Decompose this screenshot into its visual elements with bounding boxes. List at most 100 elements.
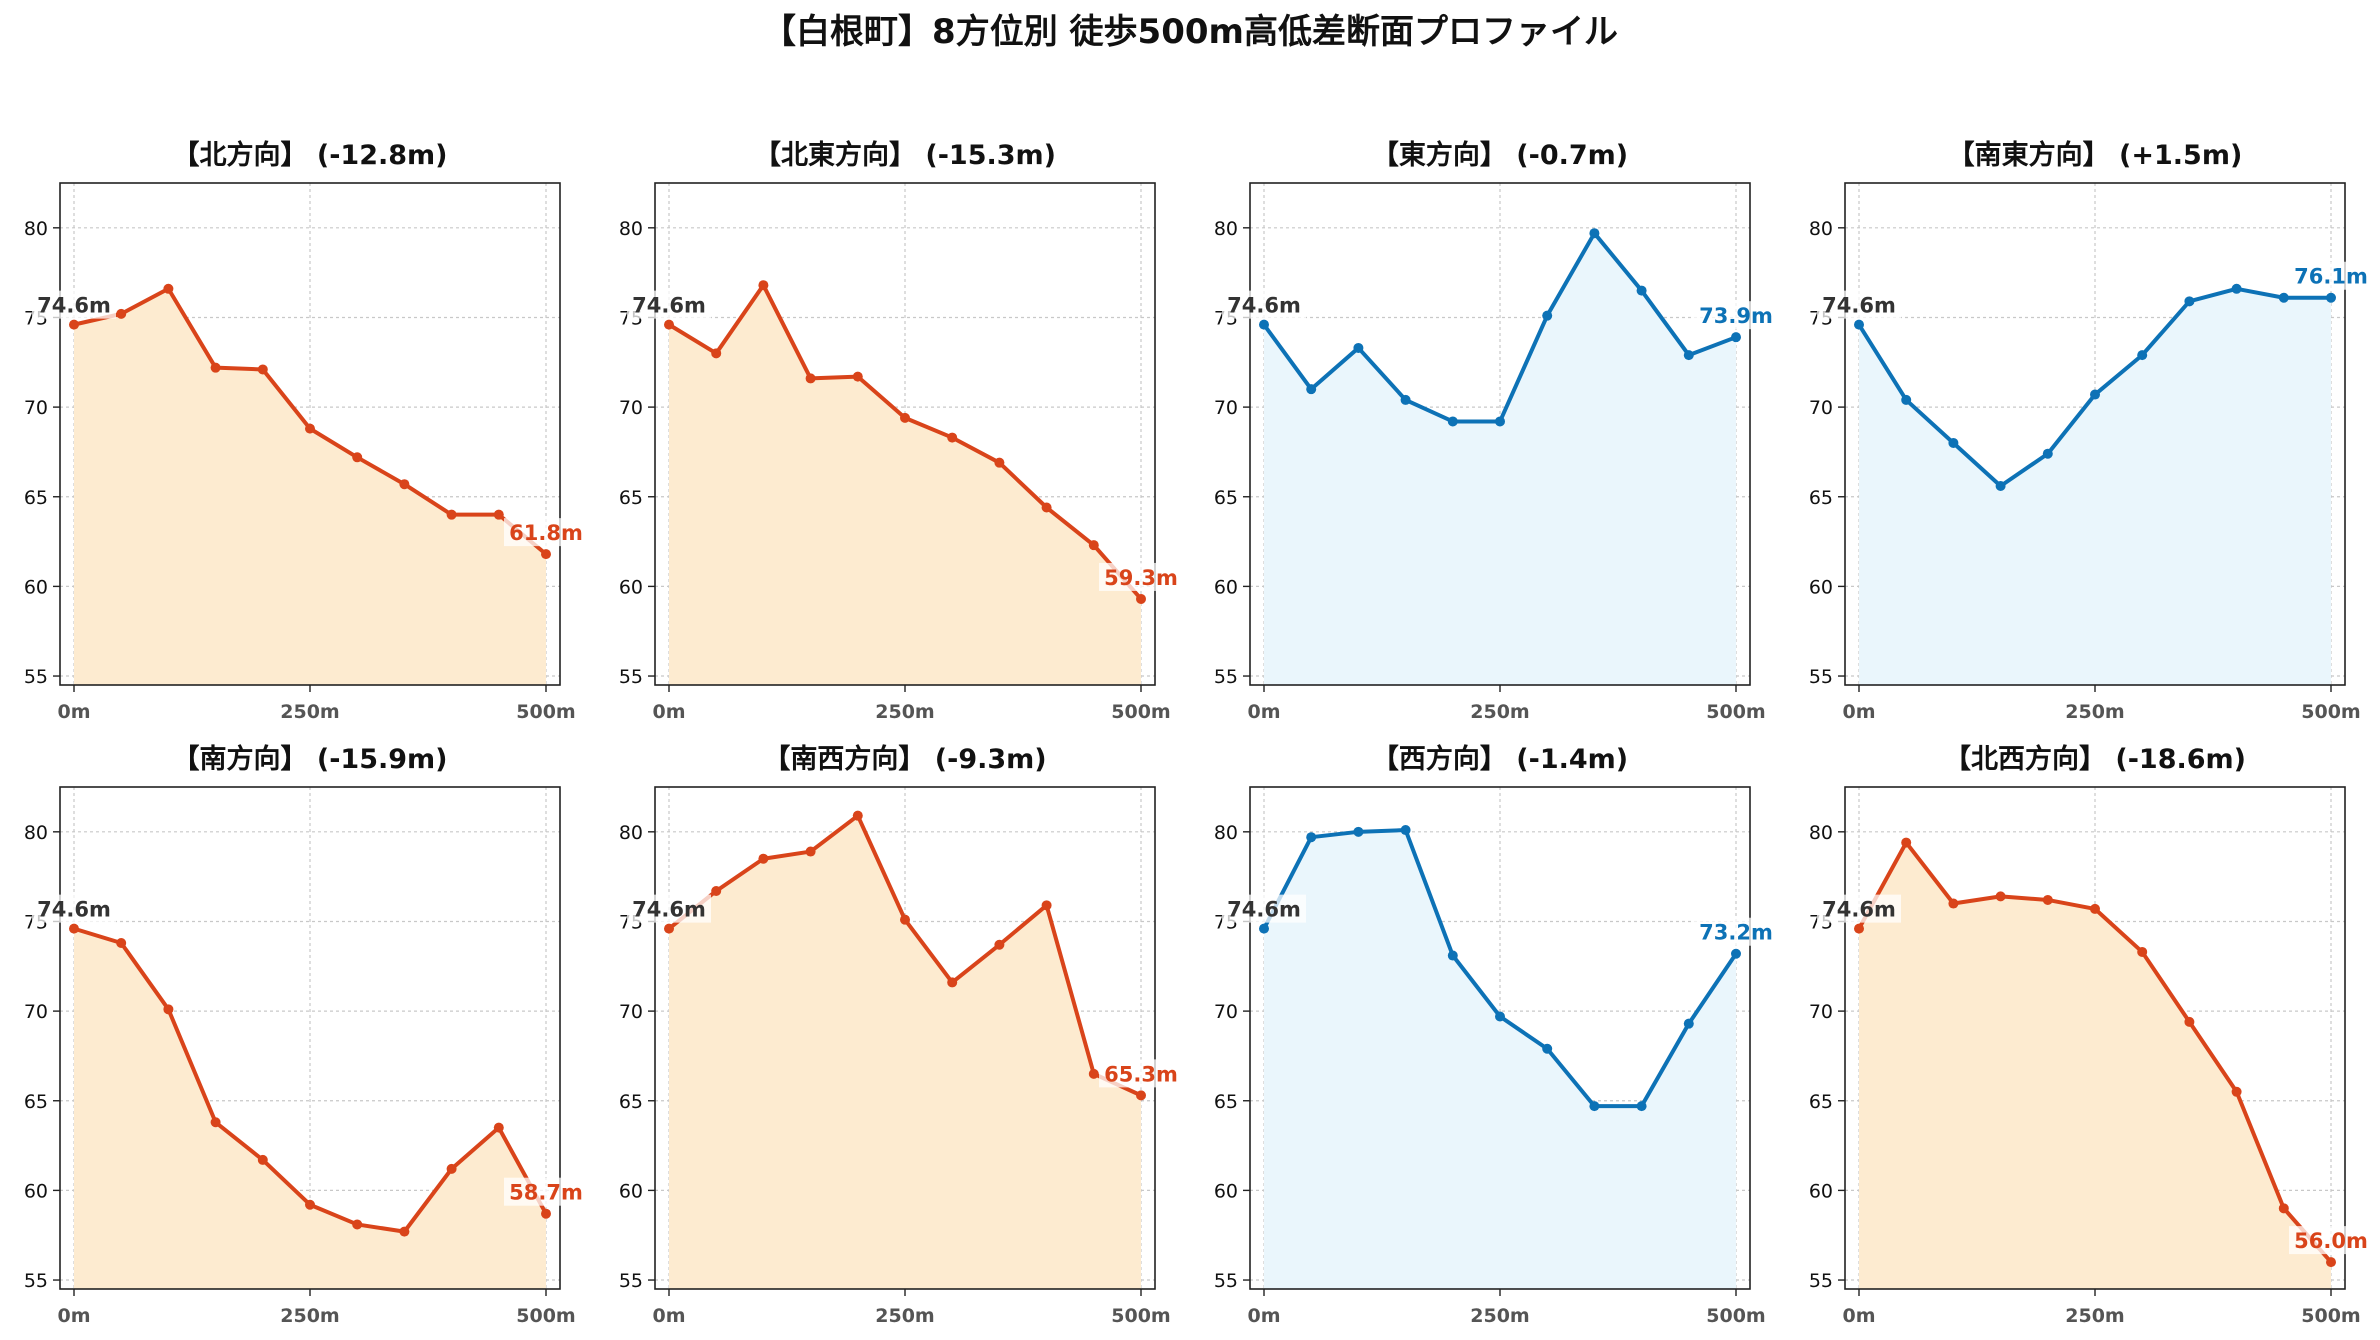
elevation-area xyxy=(1264,830,1736,1289)
elevation-area xyxy=(74,928,546,1289)
end-label-box xyxy=(1099,562,1183,591)
elevation-area xyxy=(74,288,546,685)
panel-title: 【東方向】 (-0.7m) xyxy=(1372,139,1628,171)
elevation-point xyxy=(664,923,674,934)
start-label-box xyxy=(1222,290,1306,319)
elevation-point xyxy=(758,280,769,291)
y-tick-label: 55 xyxy=(1809,1270,1833,1292)
elevation-point xyxy=(1259,319,1269,330)
elevation-panel: 【南方向】 (-15.9m)5560657075800m250m500m74.6… xyxy=(24,743,588,1327)
elevation-point xyxy=(446,509,457,520)
elevation-point xyxy=(2278,1203,2289,1214)
x-tick-label: 0m xyxy=(652,1305,685,1327)
elevation-point xyxy=(711,885,722,896)
y-tick-label: 60 xyxy=(1214,1180,1238,1202)
elevation-point xyxy=(1731,332,1741,343)
elevation-point xyxy=(305,1199,315,1210)
x-tick-label: 250m xyxy=(1470,1305,1529,1327)
start-elevation-label: 74.6m xyxy=(1227,898,1301,922)
elevation-panel: 【南西方向】 (-9.3m)5560657075800m250m500m74.6… xyxy=(619,743,1183,1327)
panel-title: 【西方向】 (-1.4m) xyxy=(1372,743,1628,775)
elevation-point xyxy=(1683,350,1694,361)
elevation-point xyxy=(2184,296,2195,307)
start-elevation-label: 74.6m xyxy=(1822,294,1896,318)
elevation-point xyxy=(163,283,174,294)
elevation-point xyxy=(900,914,910,925)
elevation-point xyxy=(305,423,315,434)
elevation-point xyxy=(1901,837,1912,848)
elevation-point xyxy=(1542,310,1553,321)
elevation-point xyxy=(2090,903,2100,914)
elevation-point xyxy=(1854,319,1864,330)
elevation-point xyxy=(2326,292,2336,303)
y-tick-label: 80 xyxy=(1214,218,1238,240)
elevation-point xyxy=(116,308,127,319)
y-tick-label: 65 xyxy=(619,487,643,509)
elevation-point xyxy=(446,1163,457,1174)
x-tick-label: 250m xyxy=(2065,701,2124,723)
elevation-point xyxy=(69,923,79,934)
elevation-point xyxy=(1088,540,1099,551)
elevation-point xyxy=(947,432,958,443)
elevation-point xyxy=(1948,898,1959,909)
elevation-panel: 【北方向】 (-12.8m)5560657075800m250m500m74.6… xyxy=(24,139,588,723)
elevation-point xyxy=(1447,416,1458,427)
elevation-area xyxy=(1859,288,2331,685)
y-tick-label: 70 xyxy=(1214,397,1238,419)
x-tick-label: 0m xyxy=(652,701,685,723)
y-tick-label: 65 xyxy=(24,1091,48,1113)
elevation-area xyxy=(1859,842,2331,1289)
y-tick-label: 65 xyxy=(24,487,48,509)
elevation-point xyxy=(2231,1086,2242,1097)
elevation-point xyxy=(1447,950,1458,961)
y-tick-label: 80 xyxy=(619,218,643,240)
x-tick-label: 500m xyxy=(1111,1305,1170,1327)
elevation-point xyxy=(852,371,863,382)
end-label-box xyxy=(1099,1059,1183,1088)
elevation-point xyxy=(2090,389,2100,400)
elevation-point xyxy=(900,412,910,423)
panel-title: 【北方向】 (-12.8m) xyxy=(172,139,447,171)
x-tick-label: 250m xyxy=(280,701,339,723)
y-tick-label: 65 xyxy=(1809,1091,1833,1113)
start-label-box xyxy=(1817,290,1901,319)
y-tick-label: 70 xyxy=(1809,397,1833,419)
elevation-point xyxy=(2184,1016,2195,1027)
end-elevation-label: 56.0m xyxy=(2294,1229,2368,1253)
elevation-point xyxy=(1041,900,1052,911)
y-tick-label: 55 xyxy=(619,666,643,688)
y-tick-label: 80 xyxy=(24,218,48,240)
elevation-point xyxy=(1306,384,1317,395)
elevation-point xyxy=(210,362,221,373)
y-tick-label: 55 xyxy=(1809,666,1833,688)
elevation-point xyxy=(2278,292,2289,303)
elevation-panel: 【南東方向】 (+1.5m)5560657075800m250m500m74.6… xyxy=(1809,139,2373,723)
y-tick-label: 70 xyxy=(1214,1001,1238,1023)
elevation-point xyxy=(2231,283,2242,294)
y-tick-label: 80 xyxy=(619,822,643,844)
elevation-point xyxy=(541,1208,551,1219)
y-tick-label: 70 xyxy=(1809,1001,1833,1023)
x-tick-label: 500m xyxy=(516,701,575,723)
x-tick-label: 0m xyxy=(1842,1305,1875,1327)
elevation-point xyxy=(1400,394,1411,405)
elevation-point xyxy=(257,364,268,375)
end-label-box xyxy=(2289,1226,2373,1255)
elevation-panel: 【東方向】 (-0.7m)5560657075800m250m500m74.6m… xyxy=(1214,139,1778,723)
start-elevation-label: 74.6m xyxy=(37,898,111,922)
elevation-point xyxy=(1589,228,1600,239)
elevation-point xyxy=(805,846,816,857)
elevation-point xyxy=(1088,1068,1099,1079)
elevation-point xyxy=(352,452,363,463)
y-tick-label: 60 xyxy=(1214,576,1238,598)
elevation-point xyxy=(1259,923,1269,934)
end-elevation-label: 73.9m xyxy=(1699,304,1773,328)
elevation-point xyxy=(493,1122,504,1133)
elevation-point xyxy=(664,319,674,330)
y-tick-label: 65 xyxy=(1809,487,1833,509)
y-tick-label: 60 xyxy=(24,576,48,598)
elevation-point xyxy=(2137,946,2148,957)
elevation-area xyxy=(669,815,1141,1289)
elevation-point xyxy=(541,549,551,560)
elevation-point xyxy=(210,1117,221,1128)
